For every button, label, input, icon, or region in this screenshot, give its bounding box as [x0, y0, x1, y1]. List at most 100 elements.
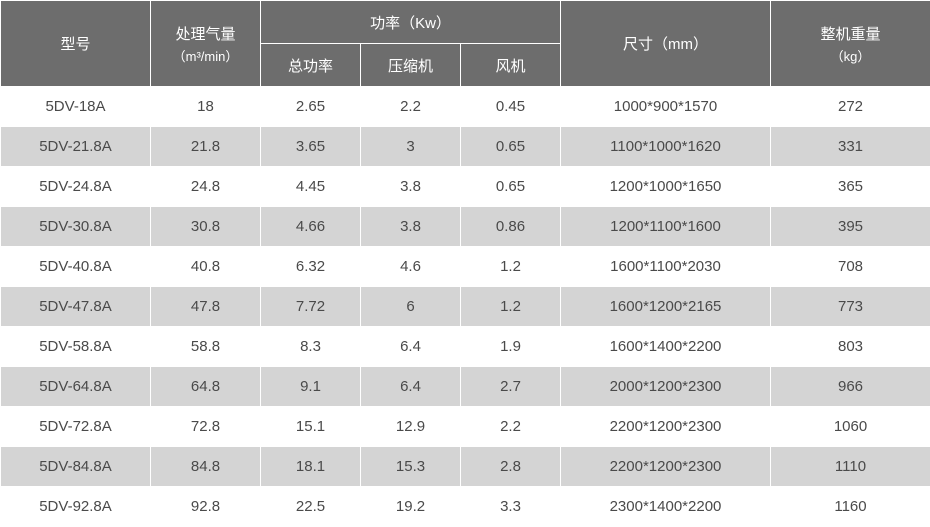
cell-power_fan: 1.2	[461, 247, 561, 287]
table-row: 5DV-84.8A84.818.115.32.82200*1200*230011…	[1, 447, 930, 487]
cell-power_comp: 4.6	[361, 247, 461, 287]
cell-airflow: 24.8	[151, 167, 261, 207]
header-weight-label: 整机重量	[820, 26, 880, 43]
cell-weight: 1060	[771, 407, 930, 447]
cell-weight: 708	[771, 247, 930, 287]
cell-power_comp: 3	[361, 127, 461, 167]
cell-weight: 1110	[771, 447, 930, 487]
cell-power_total: 2.65	[261, 87, 361, 127]
header-airflow-unit: （m³/min）	[151, 46, 260, 65]
cell-airflow: 84.8	[151, 447, 261, 487]
cell-power_fan: 1.2	[461, 287, 561, 327]
cell-airflow: 21.8	[151, 127, 261, 167]
cell-size: 1600*1100*2030	[561, 247, 771, 287]
table-row: 5DV-18A182.652.20.451000*900*1570272	[1, 87, 930, 127]
cell-model: 5DV-72.8A	[1, 407, 151, 447]
cell-model: 5DV-21.8A	[1, 127, 151, 167]
cell-weight: 331	[771, 127, 930, 167]
cell-weight: 1160	[771, 487, 930, 527]
cell-power_comp: 2.2	[361, 87, 461, 127]
cell-size: 2300*1400*2200	[561, 487, 771, 527]
cell-power_fan: 0.65	[461, 127, 561, 167]
cell-size: 1600*1400*2200	[561, 327, 771, 367]
cell-size: 1100*1000*1620	[561, 127, 771, 167]
cell-model: 5DV-24.8A	[1, 167, 151, 207]
cell-power_comp: 12.9	[361, 407, 461, 447]
cell-size: 2200*1200*2300	[561, 407, 771, 447]
header-weight: 整机重量 （kg）	[771, 1, 930, 87]
cell-power_fan: 2.7	[461, 367, 561, 407]
table-row: 5DV-30.8A30.84.663.80.861200*1100*160039…	[1, 207, 930, 247]
table-row: 5DV-24.8A24.84.453.80.651200*1000*165036…	[1, 167, 930, 207]
cell-airflow: 64.8	[151, 367, 261, 407]
cell-model: 5DV-84.8A	[1, 447, 151, 487]
cell-power_total: 15.1	[261, 407, 361, 447]
table-row: 5DV-72.8A72.815.112.92.22200*1200*230010…	[1, 407, 930, 447]
spec-table: 型号 处理气量 （m³/min） 功率（Kw） 尺寸（mm） 整机重量 （kg）…	[0, 0, 930, 527]
header-power-group: 功率（Kw）	[261, 1, 561, 44]
cell-weight: 966	[771, 367, 930, 407]
cell-airflow: 47.8	[151, 287, 261, 327]
cell-airflow: 40.8	[151, 247, 261, 287]
cell-power_total: 22.5	[261, 487, 361, 527]
cell-power_comp: 6.4	[361, 327, 461, 367]
header-power-fan: 风机	[461, 44, 561, 87]
cell-model: 5DV-47.8A	[1, 287, 151, 327]
cell-airflow: 30.8	[151, 207, 261, 247]
cell-airflow: 18	[151, 87, 261, 127]
header-airflow-label: 处理气量	[175, 26, 235, 43]
header-power-comp: 压缩机	[361, 44, 461, 87]
cell-model: 5DV-92.8A	[1, 487, 151, 527]
cell-power_fan: 2.2	[461, 407, 561, 447]
cell-power_comp: 3.8	[361, 167, 461, 207]
cell-power_comp: 15.3	[361, 447, 461, 487]
cell-model: 5DV-64.8A	[1, 367, 151, 407]
cell-power_fan: 0.86	[461, 207, 561, 247]
header-airflow: 处理气量 （m³/min）	[151, 1, 261, 87]
cell-power_total: 4.45	[261, 167, 361, 207]
cell-size: 1200*1100*1600	[561, 207, 771, 247]
table-row: 5DV-58.8A58.88.36.41.91600*1400*2200803	[1, 327, 930, 367]
header-size: 尺寸（mm）	[561, 1, 771, 87]
cell-weight: 773	[771, 287, 930, 327]
cell-model: 5DV-40.8A	[1, 247, 151, 287]
header-model: 型号	[1, 1, 151, 87]
cell-airflow: 92.8	[151, 487, 261, 527]
table-header: 型号 处理气量 （m³/min） 功率（Kw） 尺寸（mm） 整机重量 （kg）…	[1, 1, 930, 87]
cell-weight: 272	[771, 87, 930, 127]
cell-power_fan: 1.9	[461, 327, 561, 367]
cell-power_fan: 2.8	[461, 447, 561, 487]
cell-model: 5DV-30.8A	[1, 207, 151, 247]
cell-power_total: 4.66	[261, 207, 361, 247]
cell-power_fan: 3.3	[461, 487, 561, 527]
header-power-total: 总功率	[261, 44, 361, 87]
cell-power_total: 6.32	[261, 247, 361, 287]
cell-airflow: 72.8	[151, 407, 261, 447]
cell-power_comp: 3.8	[361, 207, 461, 247]
cell-power_fan: 0.65	[461, 167, 561, 207]
cell-weight: 365	[771, 167, 930, 207]
cell-power_fan: 0.45	[461, 87, 561, 127]
cell-power_total: 7.72	[261, 287, 361, 327]
cell-power_total: 3.65	[261, 127, 361, 167]
cell-power_total: 9.1	[261, 367, 361, 407]
cell-size: 2200*1200*2300	[561, 447, 771, 487]
cell-weight: 803	[771, 327, 930, 367]
header-weight-unit: （kg）	[771, 46, 930, 65]
cell-power_comp: 19.2	[361, 487, 461, 527]
table-row: 5DV-40.8A40.86.324.61.21600*1100*2030708	[1, 247, 930, 287]
table-row: 5DV-21.8A21.83.6530.651100*1000*1620331	[1, 127, 930, 167]
cell-airflow: 58.8	[151, 327, 261, 367]
cell-model: 5DV-58.8A	[1, 327, 151, 367]
cell-power_total: 18.1	[261, 447, 361, 487]
cell-power_comp: 6.4	[361, 367, 461, 407]
table-row: 5DV-47.8A47.87.7261.21600*1200*2165773	[1, 287, 930, 327]
table-row: 5DV-64.8A64.89.16.42.72000*1200*2300966	[1, 367, 930, 407]
cell-size: 1600*1200*2165	[561, 287, 771, 327]
cell-size: 1000*900*1570	[561, 87, 771, 127]
table-body: 5DV-18A182.652.20.451000*900*15702725DV-…	[1, 87, 930, 527]
table-row: 5DV-92.8A92.822.519.23.32300*1400*220011…	[1, 487, 930, 527]
cell-model: 5DV-18A	[1, 87, 151, 127]
cell-power_total: 8.3	[261, 327, 361, 367]
cell-size: 1200*1000*1650	[561, 167, 771, 207]
